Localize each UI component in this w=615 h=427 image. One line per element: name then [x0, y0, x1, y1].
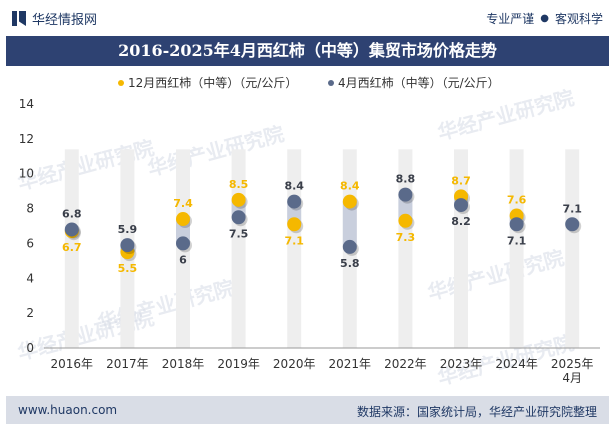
- brand[interactable]: 华经情报网: [12, 9, 97, 28]
- legend-item-december: 12月西红柿（中等）（元/公斤）: [118, 74, 297, 91]
- range-connector-5: [342, 201, 357, 247]
- slogan-tag-1: 专业严谨: [486, 12, 535, 26]
- point-april-8: [509, 217, 524, 232]
- point-april-3: [231, 210, 246, 225]
- point-april-0: [64, 222, 79, 237]
- data-label-april-5: 5.8: [340, 257, 360, 270]
- footer-source: 数据来源：国家统计局，华经产业研究院整理: [356, 405, 597, 419]
- category-band-8: [509, 149, 524, 348]
- x-tick-label-2: 2018年: [162, 357, 205, 371]
- data-label-december-0: 6.7: [62, 241, 82, 254]
- watermark-3: 华经产业研究院: [425, 245, 566, 304]
- legend-label-december: 12月西红柿（中等）（元/公斤）: [128, 76, 298, 90]
- title-bar: 2016-2025年4月西红柿（中等）集贸市场价格走势: [6, 36, 609, 66]
- legend-dot-april-icon: [328, 79, 334, 86]
- x-tick-label-7: 2023年: [440, 357, 483, 371]
- y-tick-label-1: 2: [26, 306, 34, 320]
- watermark-0: 华经产业研究院: [145, 121, 286, 180]
- x-tick-label-9-0: 2025年: [551, 357, 594, 371]
- watermark-1: 华经产业研究院: [435, 85, 576, 144]
- point-april-5: [342, 239, 357, 254]
- brand-logo-icon: [12, 11, 26, 26]
- point-april-6: [398, 187, 413, 202]
- y-tick-label-5: 10: [19, 167, 34, 181]
- brand-name: 华经情报网: [32, 13, 98, 28]
- x-tick-label-6: 2022年: [384, 357, 427, 371]
- data-label-april-2: 6: [179, 253, 187, 266]
- range-connector-6: [398, 194, 413, 221]
- data-label-december-7: 8.7: [451, 174, 471, 187]
- data-label-december-5: 8.4: [340, 180, 360, 193]
- chart-legend: 12月西红柿（中等）（元/公斤） 4月西红柿（中等）（元/公斤）: [0, 72, 615, 92]
- footer-website[interactable]: www.huaon.com: [18, 403, 118, 417]
- data-label-december-8: 7.6: [507, 194, 527, 207]
- watermark-6: 华经产业研究院: [15, 305, 156, 364]
- point-december-2: [176, 212, 190, 227]
- x-tick-label-1: 2017年: [106, 357, 149, 371]
- category-band-9: [565, 149, 580, 348]
- x-tick-label-4: 2020年: [273, 357, 316, 371]
- data-label-april-9: 7.1: [562, 202, 582, 215]
- legend-label-april: 4月西红柿（中等）（元/公斤）: [338, 76, 500, 90]
- data-label-april-6: 8.8: [396, 173, 416, 186]
- x-tick-label-5: 2021年: [329, 357, 372, 371]
- data-label-april-1: 5.9: [118, 223, 138, 236]
- y-tick-label-2: 4: [26, 271, 34, 285]
- category-band-0: [64, 149, 79, 348]
- point-april-4: [287, 194, 302, 209]
- data-label-december-6: 7.3: [396, 231, 416, 244]
- y-tick-label-3: 6: [26, 236, 34, 250]
- data-label-december-4: 7.1: [284, 234, 304, 247]
- x-tick-label-9-1: 4月: [562, 371, 582, 385]
- x-tick-label-0: 2016年: [51, 357, 94, 371]
- point-april-1: [120, 238, 135, 253]
- point-december-6: [398, 213, 413, 228]
- point-april-9: [565, 217, 580, 232]
- watermark-5: 华经产业研究院: [15, 135, 156, 194]
- x-tick-label-8: 2024年: [495, 357, 538, 371]
- chart-title: 2016-2025年4月西红柿（中等）集贸市场价格走势: [118, 41, 497, 60]
- slogan-separator-icon: ●: [540, 13, 549, 24]
- legend-item-april: 4月西红柿（中等）（元/公斤）: [328, 74, 500, 91]
- point-april-2: [176, 236, 190, 251]
- x-tick-label-3: 2019年: [217, 357, 260, 371]
- data-label-december-1: 5.5: [118, 262, 138, 275]
- range-connector-2: [176, 219, 190, 244]
- slogan: 专业严谨 ● 客观科学: [486, 10, 603, 27]
- point-december-5: [342, 194, 357, 209]
- data-label-april-4: 8.4: [284, 180, 304, 193]
- data-label-december-3: 8.5: [229, 178, 249, 191]
- point-december-4: [287, 217, 302, 232]
- data-label-april-7: 8.2: [451, 215, 471, 228]
- data-label-april-0: 6.8: [62, 207, 82, 220]
- point-december-3: [231, 192, 246, 207]
- footer-bar: www.huaon.com 数据来源：国家统计局，华经产业研究院整理: [6, 396, 609, 424]
- y-tick-label-7: 14: [19, 97, 34, 111]
- legend-dot-december-icon: [118, 79, 124, 86]
- data-label-april-8: 7.1: [507, 234, 527, 247]
- data-label-april-3: 7.5: [229, 227, 249, 240]
- slogan-tag-2: 客观科学: [554, 12, 603, 26]
- y-tick-label-4: 8: [26, 202, 34, 216]
- top-bar: 华经情报网 专业严谨 ● 客观科学: [0, 0, 615, 36]
- point-april-7: [454, 198, 468, 213]
- y-tick-label-0: 0: [26, 341, 34, 355]
- data-label-december-2: 7.4: [173, 197, 193, 210]
- y-tick-label-6: 12: [19, 132, 34, 146]
